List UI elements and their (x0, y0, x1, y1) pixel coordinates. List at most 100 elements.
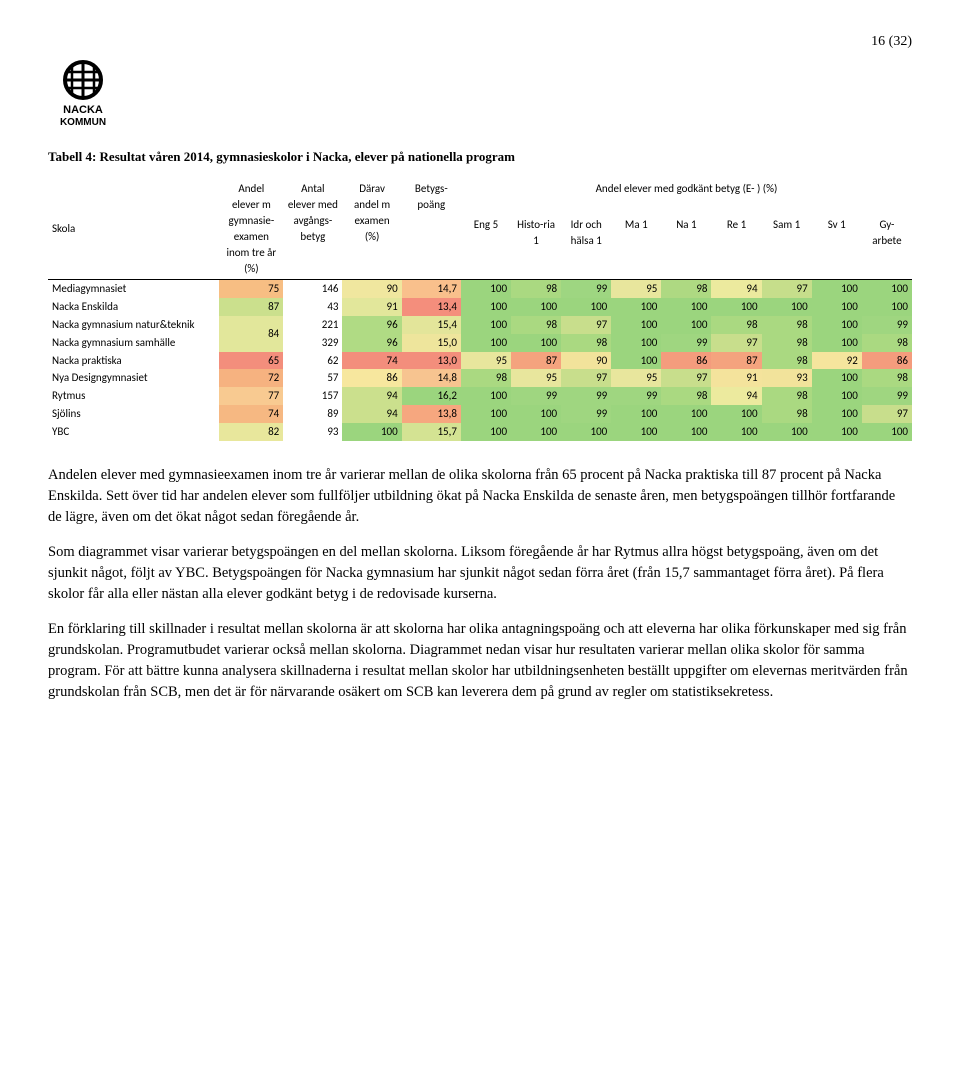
col-antal-elever: Antal elever med avgångs-betyg (283, 179, 342, 279)
col-group-godkant: Andel elever med godkänt betyg (E- ) (%) (461, 179, 912, 214)
cell-andel-examen: 75 (219, 279, 283, 297)
cell-andel-examen: 65 (219, 352, 283, 370)
cell-subject: 98 (762, 352, 812, 370)
col-subject-8: Gy-arbete (862, 215, 912, 280)
cell-subject: 100 (862, 279, 912, 297)
table-row: YBC829310015,710010010010010010010010010… (48, 423, 912, 441)
col-darav: Därav andel m examen (%) (342, 179, 401, 279)
body-paragraph: Som diagrammet visar varierar betygspoän… (48, 542, 912, 605)
cell-subject: 98 (511, 279, 561, 297)
col-subject-5: Re 1 (711, 215, 761, 280)
cell-andel-examen: 74 (219, 405, 283, 423)
cell-subject: 100 (661, 298, 711, 316)
cell-subject: 95 (611, 279, 661, 297)
cell-betygspoang: 16,2 (402, 387, 461, 405)
cell-subject: 92 (812, 352, 862, 370)
cell-subject: 98 (862, 369, 912, 387)
cell-antal: 93 (283, 423, 342, 441)
row-label: Mediagymnasiet (48, 279, 219, 297)
cell-subject: 100 (611, 298, 661, 316)
cell-subject: 100 (461, 423, 511, 441)
cell-antal: 57 (283, 369, 342, 387)
col-andel-examen: Andel elever m gymnasie-examen inom tre … (219, 179, 283, 279)
cell-darav: 86 (342, 369, 401, 387)
col-subject-0: Eng 5 (461, 215, 511, 280)
cell-antal: 221 (283, 316, 342, 334)
cell-subject: 100 (862, 423, 912, 441)
cell-subject: 100 (461, 387, 511, 405)
cell-subject: 100 (812, 298, 862, 316)
cell-subject: 100 (511, 334, 561, 352)
table-row: Rytmus771579416,210099999998949810099 (48, 387, 912, 405)
row-label: Nacka Enskilda (48, 298, 219, 316)
cell-subject: 87 (711, 352, 761, 370)
cell-subject: 100 (611, 316, 661, 334)
cell-subject: 98 (561, 334, 611, 352)
svg-text:NACKA: NACKA (63, 104, 103, 116)
table-row: Nya Designgymnasiet72578614,898959795979… (48, 369, 912, 387)
cell-subject: 97 (561, 316, 611, 334)
cell-subject: 100 (812, 334, 862, 352)
cell-andel-examen: 77 (219, 387, 283, 405)
row-label: Nacka praktiska (48, 352, 219, 370)
cell-betygspoang: 15,0 (402, 334, 461, 352)
table-row: Mediagymnasiet751469014,7100989995989497… (48, 279, 912, 297)
cell-subject: 97 (561, 369, 611, 387)
cell-antal: 329 (283, 334, 342, 352)
row-label: Rytmus (48, 387, 219, 405)
col-subject-3: Ma 1 (611, 215, 661, 280)
cell-andel-examen: 84 (219, 316, 283, 352)
cell-subject: 95 (611, 369, 661, 387)
cell-subject: 100 (812, 423, 862, 441)
cell-darav: 74 (342, 352, 401, 370)
cell-andel-examen: 82 (219, 423, 283, 441)
cell-betygspoang: 13,4 (402, 298, 461, 316)
row-label: YBC (48, 423, 219, 441)
cell-subject: 98 (762, 316, 812, 334)
cell-antal: 43 (283, 298, 342, 316)
row-label: Nacka gymnasium natur&teknik (48, 316, 219, 334)
cell-darav: 90 (342, 279, 401, 297)
cell-darav: 96 (342, 316, 401, 334)
table-caption: Tabell 4: Resultat våren 2014, gymnasies… (48, 148, 912, 167)
cell-subject: 100 (812, 405, 862, 423)
col-subject-2: Idr och hälsa 1 (561, 215, 611, 280)
table-row: Nacka praktiska65627413,0958790100868798… (48, 352, 912, 370)
cell-subject: 100 (661, 423, 711, 441)
cell-subject: 99 (561, 387, 611, 405)
body-paragraph: En förklaring till skillnader i resultat… (48, 619, 912, 703)
cell-subject: 87 (511, 352, 561, 370)
cell-subject: 100 (461, 316, 511, 334)
cell-subject: 99 (862, 316, 912, 334)
cell-betygspoang: 13,0 (402, 352, 461, 370)
cell-subject: 97 (862, 405, 912, 423)
cell-subject: 98 (762, 405, 812, 423)
nacka-logo: NACKA KOMMUN (48, 58, 118, 128)
cell-subject: 98 (762, 334, 812, 352)
cell-subject: 100 (461, 334, 511, 352)
cell-subject: 94 (711, 279, 761, 297)
table-row: Sjölins74899413,810010099100100100981009… (48, 405, 912, 423)
cell-subject: 86 (862, 352, 912, 370)
cell-subject: 100 (812, 369, 862, 387)
cell-subject: 99 (661, 334, 711, 352)
cell-subject: 100 (762, 298, 812, 316)
cell-subject: 98 (862, 334, 912, 352)
row-label: Nya Designgymnasiet (48, 369, 219, 387)
cell-subject: 99 (561, 279, 611, 297)
cell-antal: 89 (283, 405, 342, 423)
cell-betygspoang: 15,7 (402, 423, 461, 441)
cell-antal: 146 (283, 279, 342, 297)
col-subject-7: Sv 1 (812, 215, 862, 280)
row-label: Nacka gymnasium samhälle (48, 334, 219, 352)
cell-betygspoang: 13,8 (402, 405, 461, 423)
page-number: 16 (32) (48, 32, 912, 52)
cell-darav: 94 (342, 387, 401, 405)
cell-betygspoang: 14,8 (402, 369, 461, 387)
cell-subject: 100 (711, 298, 761, 316)
cell-subject: 98 (461, 369, 511, 387)
cell-andel-examen: 87 (219, 298, 283, 316)
cell-subject: 99 (511, 387, 561, 405)
cell-subject: 97 (711, 334, 761, 352)
cell-subject: 100 (812, 387, 862, 405)
